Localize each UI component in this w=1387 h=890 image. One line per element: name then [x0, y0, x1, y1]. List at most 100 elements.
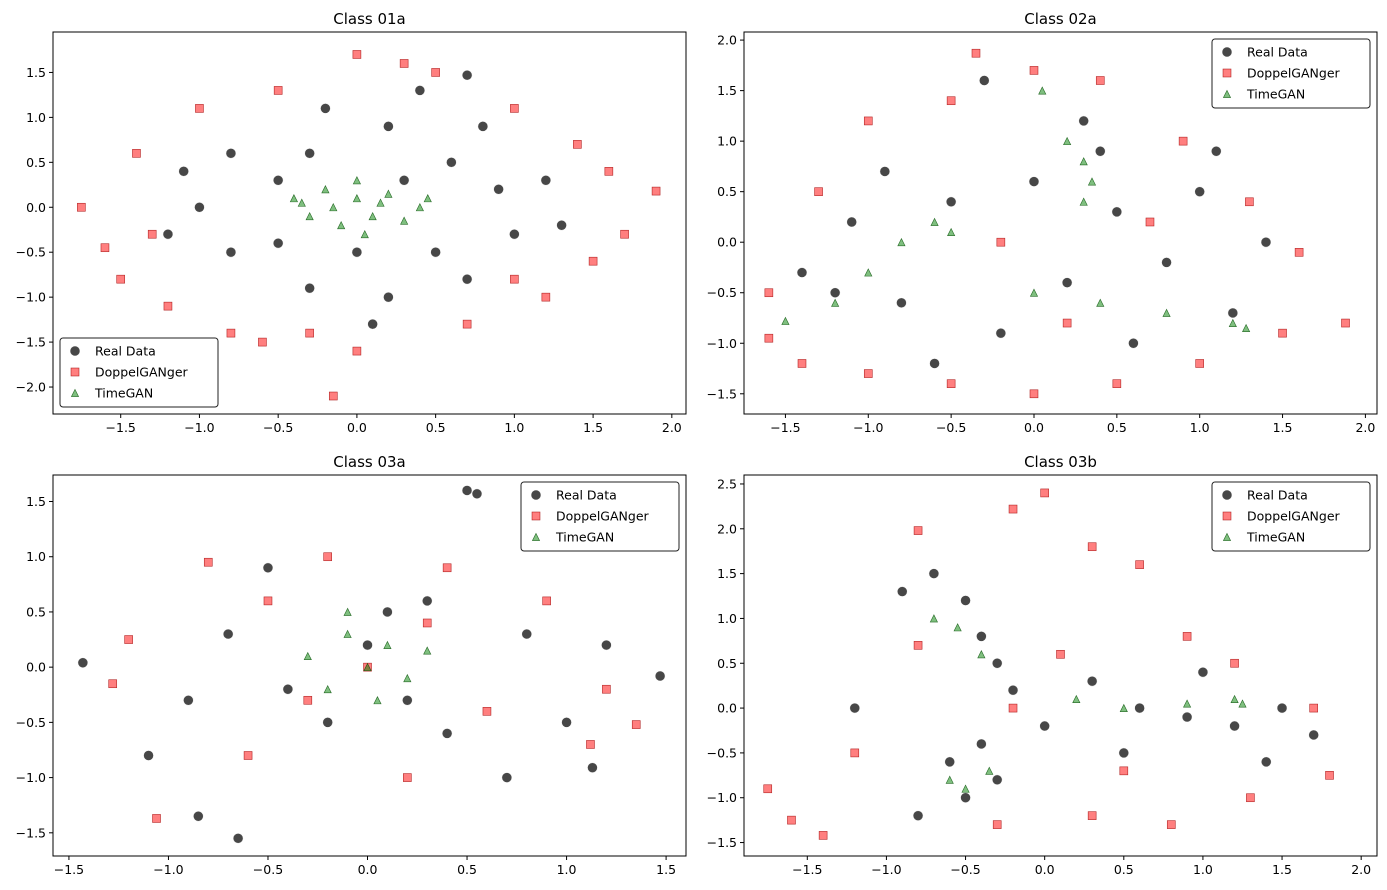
real-data-point [896, 297, 907, 309]
real-data-point [1028, 176, 1040, 187]
x-tick-label: −0.5 [936, 420, 966, 435]
legend-marker-triangle [1222, 89, 1232, 98]
x-tick-label: 1.5 [1273, 420, 1293, 435]
doppelganger-point [510, 104, 519, 113]
timegan-point [403, 673, 412, 683]
real-data-point [1229, 720, 1240, 732]
y-tick-label: −1.0 [16, 770, 46, 785]
doppelganger-point [946, 379, 956, 388]
legend-label: TimeGAN [94, 386, 153, 401]
doppelganger-point [482, 707, 492, 716]
timegan-point [977, 650, 986, 659]
real-data-point [232, 833, 244, 844]
real-data-point [995, 327, 1007, 339]
x-tick-label: −0.5 [263, 420, 293, 435]
legend-label: TimeGAN [555, 530, 614, 545]
doppelganger-point [77, 202, 86, 212]
subplot-2: Class 02a −1.5 −1.0 −0.5 0.0 0.5 1.0 1.5 2.0 −1.5… [707, 10, 1378, 435]
legend-marker-square [70, 367, 80, 377]
subplot-title: Class 03a [333, 453, 406, 471]
real-data-point [320, 103, 331, 114]
doppelganger-point [971, 48, 981, 58]
real-data-point [561, 717, 572, 728]
timegan-point [415, 202, 424, 212]
doppelganger-point [116, 274, 126, 284]
x-tick-label: 1.0 [1190, 420, 1210, 435]
y-tick-label: −0.5 [707, 745, 737, 760]
timegan-point [1228, 318, 1237, 327]
legend-box [59, 337, 219, 408]
timegan-point [1242, 323, 1251, 333]
y-tick-label: 2.0 [717, 33, 737, 48]
x-tick-label: −1.0 [853, 420, 883, 435]
x-tick-label: −1.5 [792, 862, 822, 877]
doppelganger-point [1095, 76, 1105, 85]
timegan-point [376, 198, 385, 207]
real-data-point [1194, 186, 1205, 197]
timegan-point [781, 316, 790, 325]
scatter-points [77, 50, 661, 401]
axes-frame [743, 31, 1378, 415]
timegan-point [305, 211, 314, 221]
real-data-point [282, 683, 294, 695]
timegan-point [1079, 197, 1088, 206]
real-data-point [402, 694, 413, 706]
legend-label: Real Data [556, 488, 617, 503]
real-data-point [1078, 115, 1089, 127]
y-tick-label: −1.0 [16, 290, 46, 305]
x-tick-label: 1.5 [583, 420, 603, 435]
y-tick-label: 1.5 [717, 83, 737, 98]
real-data-point [1118, 747, 1130, 759]
real-data-point [991, 774, 1003, 786]
doppelganger-point [1245, 197, 1254, 207]
doppelganger-point [1040, 488, 1049, 498]
real-data-point [1161, 257, 1172, 268]
y-tick-label: 1.5 [26, 65, 46, 80]
doppelganger-point [100, 243, 110, 253]
real-data-point [471, 488, 483, 500]
timegan-point [897, 237, 906, 247]
x-tick-label: 2.0 [662, 420, 682, 435]
doppelganger-point [328, 391, 338, 401]
doppelganger-point [764, 288, 774, 298]
real-data-point [1128, 337, 1139, 349]
y-tick-label: 1.0 [26, 110, 46, 125]
doppelganger-point [108, 679, 118, 689]
real-data-point [351, 246, 363, 258]
timegan-point [343, 629, 352, 638]
real-data-point [493, 183, 504, 195]
timegan-point [1079, 157, 1088, 166]
real-data-point [441, 728, 453, 739]
timegan-point [321, 185, 330, 194]
x-tick-label: 1.5 [1272, 862, 1292, 877]
legend-label: TimeGAN [1246, 530, 1305, 545]
real-data-point [1227, 307, 1239, 319]
real-data-point [178, 166, 189, 177]
doppelganger-point [1008, 504, 1018, 514]
doppelganger-point [1087, 811, 1097, 820]
timegan-point [363, 662, 372, 672]
timegan-point [953, 623, 962, 632]
legend-marker-triangle [70, 388, 80, 397]
timegan-point [384, 189, 393, 198]
y-tick-label: 1.5 [26, 494, 46, 509]
doppelganger-point [620, 229, 629, 239]
real-data-point [383, 121, 394, 132]
doppelganger-point [818, 831, 828, 840]
real-data-point [1061, 277, 1073, 288]
y-tick-label: 0.5 [26, 155, 46, 170]
y-tick-label: −1.0 [707, 790, 737, 805]
doppelganger-point [273, 86, 283, 95]
real-data-point [225, 246, 237, 258]
y-tick-label: 0.0 [26, 200, 46, 215]
real-data-point [461, 485, 473, 496]
real-data-point [1134, 702, 1145, 714]
legend-label: Real Data [1247, 488, 1308, 503]
subplot-4: Class 03b −1.5 −1.0 −0.5 0.0 0.5 1.0 1.5 2.0 −1.5… [707, 453, 1378, 877]
timegan-point [985, 766, 994, 775]
real-data-point [262, 562, 274, 574]
doppelganger-point [602, 684, 611, 694]
y-tick-label: 2.0 [717, 521, 737, 536]
x-tick-label: −1.0 [871, 862, 901, 877]
timegan-point [337, 220, 346, 230]
